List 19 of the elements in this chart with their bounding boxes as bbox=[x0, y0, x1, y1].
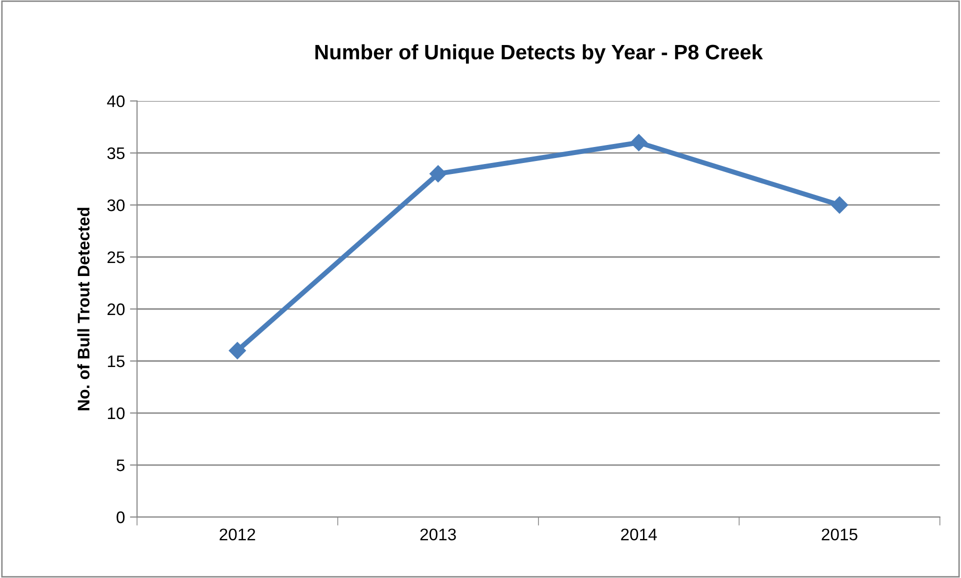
x-tick-label: 2012 bbox=[220, 528, 256, 540]
point bbox=[830, 196, 848, 214]
y-axis-title: No. of Bull Trout Detected bbox=[77, 208, 90, 410]
x-tick-label: 2013 bbox=[420, 528, 456, 540]
y-tick-label: 25 bbox=[108, 251, 125, 264]
point bbox=[430, 165, 447, 182]
y-tick-label: 35 bbox=[107, 147, 125, 160]
y-tick-label: 10 bbox=[108, 407, 125, 420]
x-tick-label: 2015 bbox=[822, 528, 858, 540]
point bbox=[630, 134, 648, 152]
y-tick-label: 15 bbox=[108, 356, 125, 368]
y-tick-label: 5 bbox=[116, 460, 125, 472]
y-tick-label: 0 bbox=[116, 511, 125, 524]
y-tick-label: 20 bbox=[108, 303, 125, 316]
chart-title: Number of Unique Detects by Year - P8 Creek bbox=[315, 44, 763, 64]
point bbox=[228, 342, 246, 360]
x-tick-label: 2014 bbox=[621, 528, 657, 540]
y-tick-label: 30 bbox=[107, 199, 125, 212]
y-tick-label: 40 bbox=[107, 95, 125, 108]
